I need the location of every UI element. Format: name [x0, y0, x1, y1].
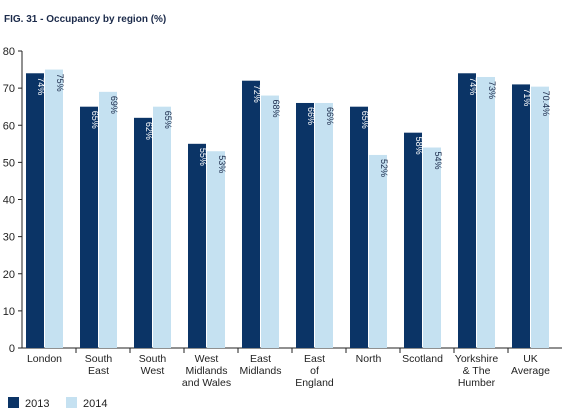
- data-label: 66%: [325, 107, 335, 125]
- category-label: South West: [139, 353, 167, 377]
- y-tick-label: 50: [3, 157, 15, 169]
- bar-2014: [153, 106, 171, 348]
- category-label: Yorkshire & The Humber: [455, 353, 499, 389]
- data-label: 66%: [306, 107, 316, 125]
- y-tick-label: 20: [3, 269, 15, 281]
- data-label: 58%: [414, 137, 424, 155]
- bar-2013: [458, 73, 476, 349]
- data-label: 71%: [522, 88, 532, 106]
- legend-swatch-2013: [8, 397, 19, 408]
- chart-title: FIG. 31 - Occupancy by region (%): [4, 14, 166, 25]
- data-label: 52%: [379, 159, 389, 177]
- category-label: North: [356, 353, 382, 365]
- category-label: West Midlands and Wales: [182, 353, 231, 389]
- bar-2013: [512, 84, 530, 348]
- bar-2013: [188, 143, 206, 348]
- bar-2013: [134, 117, 152, 348]
- bars: 74% 75% 65% 69% 62% 65% 55% 53% 72% 68% 66% 66% 65% 5…: [26, 69, 551, 349]
- bar-2014: [315, 102, 333, 348]
- data-label: 65%: [163, 111, 173, 129]
- bar-2014: [477, 76, 495, 349]
- data-label: 65%: [90, 111, 100, 129]
- data-label: 74%: [36, 77, 46, 95]
- data-label: 65%: [360, 111, 370, 129]
- data-label: 62%: [144, 122, 154, 140]
- data-label: 68%: [271, 100, 281, 118]
- bar-2013: [296, 102, 314, 348]
- y-tick-label: 80: [3, 46, 15, 58]
- data-label: 75%: [55, 74, 65, 92]
- legend-label: 2014: [83, 398, 107, 410]
- bar-2014: [207, 151, 225, 348]
- category-label: Scotland: [402, 353, 443, 365]
- bar-2014: [423, 147, 441, 348]
- legend-label: 2013: [25, 398, 49, 410]
- category-label: East of England: [295, 353, 334, 389]
- y-tick-label: 0: [9, 343, 15, 355]
- x-axis: London South East South West West Midlands and …: [22, 347, 562, 389]
- data-label: 70.4%: [541, 91, 551, 117]
- bar-2013: [80, 106, 98, 348]
- y-tick-label: 60: [3, 120, 15, 132]
- legend: 2013 2014: [8, 397, 107, 410]
- bar-2014: [261, 95, 279, 348]
- category-label: London: [27, 353, 62, 365]
- bar-2013: [26, 73, 44, 349]
- data-label: 54%: [433, 152, 443, 170]
- data-label: 69%: [109, 96, 119, 114]
- data-label: 72%: [252, 85, 262, 103]
- bar-2013: [404, 132, 422, 348]
- data-label: 55%: [198, 148, 208, 166]
- y-tick-label: 30: [3, 232, 15, 244]
- y-tick-label: 40: [3, 195, 15, 207]
- category-label: UK Average: [511, 353, 550, 377]
- bar-2013: [242, 80, 260, 348]
- legend-swatch-2014: [66, 397, 77, 408]
- bar-2014: [369, 154, 387, 348]
- category-label: East Midlands: [239, 353, 281, 377]
- bar-2014: [99, 91, 117, 349]
- category-label: South East: [85, 353, 113, 377]
- bar-2014: [531, 86, 549, 348]
- data-label: 73%: [487, 81, 497, 99]
- y-axis: 0 10 20 30 40 50 60 70 80: [3, 46, 23, 355]
- bar-2014: [45, 69, 63, 348]
- data-label: 53%: [217, 155, 227, 173]
- y-tick-label: 70: [3, 83, 15, 95]
- data-label: 74%: [468, 77, 478, 95]
- bar-2013: [350, 106, 368, 348]
- y-tick-label: 10: [3, 306, 15, 318]
